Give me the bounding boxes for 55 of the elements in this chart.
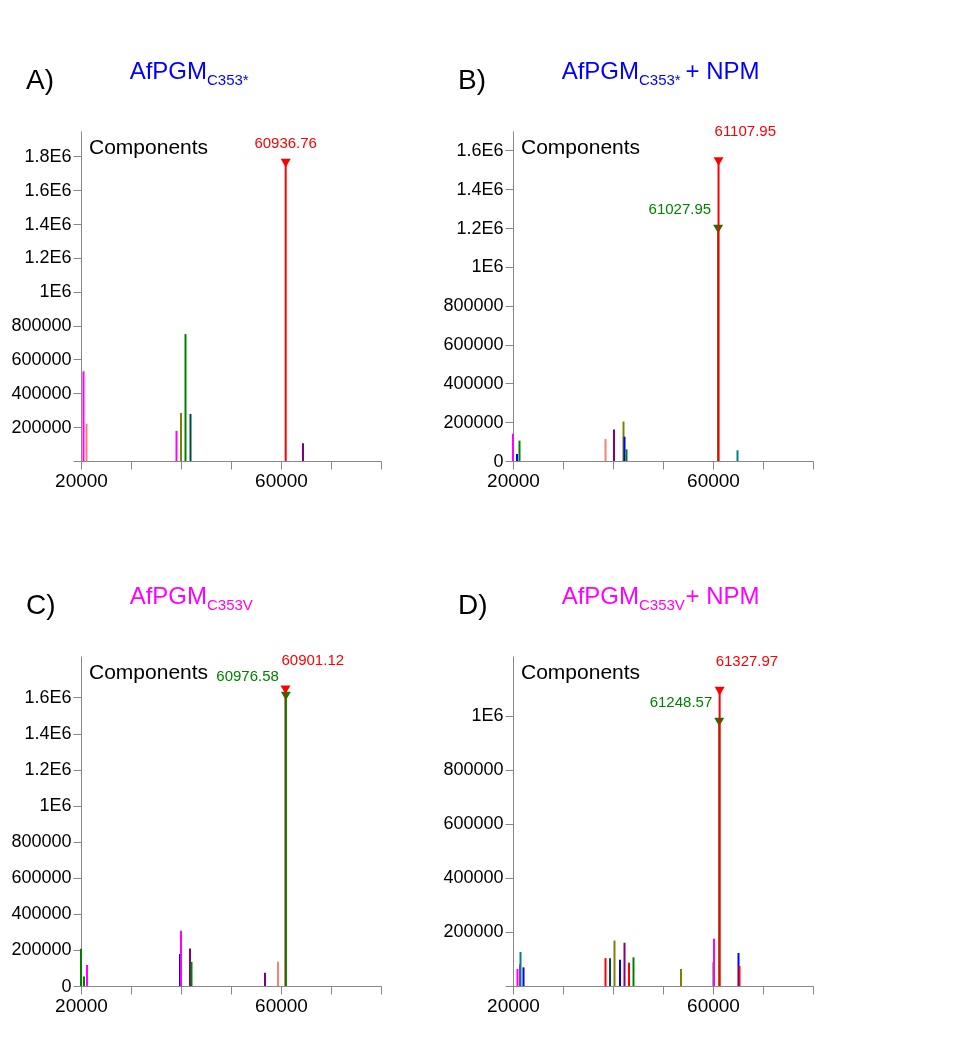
y-tick-label: 200000 [11,939,72,960]
y-tick-label: 200000 [443,921,504,942]
y-tick-label: 1.6E6 [24,179,72,200]
annotation: Components [521,135,641,158]
x-tick-label: 20000 [55,469,108,491]
y-tick-label: 400000 [11,382,72,403]
annotation: 60976.58 [216,667,279,685]
annotation: 61327.97 [715,652,779,670]
y-tick-label: 600000 [443,334,504,355]
x-tick-label: 60000 [687,469,740,491]
y-tick-label: 1.4E6 [24,723,72,744]
x-tick-label: 60000 [255,994,308,1016]
annotation: Components [89,660,209,683]
chart-title: D) [458,589,488,620]
y-tick-label: 600000 [11,348,72,369]
y-tick-label: 800000 [11,315,72,336]
x-tick-label: 60000 [687,994,740,1016]
annotation: 60901.12 [281,650,345,668]
x-tick-label: 20000 [487,469,540,491]
y-tick-label: 1.2E6 [24,247,72,268]
y-tick-label: 800000 [443,759,504,780]
x-tick-label: 60000 [255,469,308,491]
y-tick-label: 400000 [443,867,504,888]
y-tick-label: 1E6 [471,256,504,277]
y-tick-label: 1.2E6 [24,759,72,780]
y-tick-label: 1.4E6 [24,213,72,234]
x-tick-label: 20000 [55,994,108,1016]
x-tick-label: 20000 [487,994,540,1016]
y-tick-label: 600000 [443,813,504,834]
y-tick-label: 0 [493,450,504,471]
chart-title: A) [26,64,54,95]
y-tick-label: 1E6 [471,705,504,726]
annotation: 61107.95 [714,122,776,140]
chart-title: C) [26,589,56,620]
annotation: 61248.57 [649,693,713,710]
y-tick-label: 800000 [11,831,72,852]
y-tick-label: 400000 [443,372,504,393]
y-tick-label: 1.6E6 [456,139,504,160]
y-tick-label: 1.8E6 [24,145,72,166]
y-tick-label: 1.2E6 [456,217,504,238]
y-tick-label: 400000 [11,903,72,924]
y-tick-label: 600000 [11,867,72,888]
annotation: Components [89,135,209,158]
y-tick-label: 200000 [11,416,72,437]
annotation: 60936.76 [254,134,317,152]
y-tick-label: 0 [61,975,72,996]
chart-title: B) [458,64,486,95]
y-tick-label: 1E6 [39,281,72,302]
annotation: Components [521,660,641,683]
annotation: 61027.95 [648,200,712,218]
y-tick-label: 1.4E6 [456,178,504,199]
y-tick-label: 1E6 [39,795,72,816]
y-tick-label: 800000 [443,295,504,316]
y-tick-label: 200000 [443,411,504,432]
y-tick-label: 1.6E6 [24,686,72,707]
